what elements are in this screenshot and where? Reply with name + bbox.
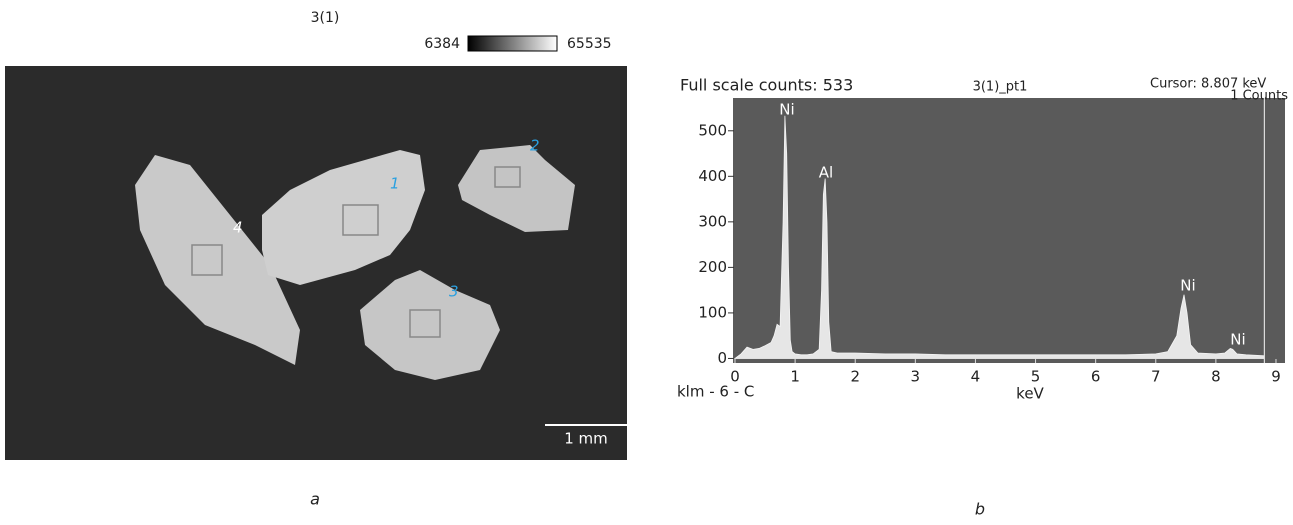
figure: 3(1) 6384 65535 1 2 3 4 1 mm a b Full sc… xyxy=(0,0,1293,521)
peak-label: Al xyxy=(819,164,833,182)
cursor-counts: 1 Counts xyxy=(1230,89,1288,104)
colorbar-max: 65535 xyxy=(567,36,612,52)
caption: a xyxy=(310,490,320,509)
caption: b xyxy=(975,500,985,519)
image-title: 3(1) xyxy=(311,10,340,26)
x-tick-label: 6 xyxy=(1091,368,1101,386)
colorbar-min: 6384 xyxy=(424,36,460,52)
scale-bar-label: 1 mm xyxy=(564,430,608,448)
y-tick-label: 0 xyxy=(717,349,727,367)
x-tick-label: 3 xyxy=(911,368,921,386)
y-tick-label: 400 xyxy=(698,167,727,185)
colorbar xyxy=(468,36,557,51)
x-tick-label: 4 xyxy=(971,368,981,386)
region-label: 4 xyxy=(233,219,243,237)
x-tick-label: 8 xyxy=(1211,368,1221,386)
x-tick-label: 2 xyxy=(850,368,860,386)
chart-title: 3(1)_pt1 xyxy=(973,80,1028,95)
x-tick-label: 9 xyxy=(1271,368,1281,386)
x-axis-label: keV xyxy=(1016,385,1044,403)
region-label: 2 xyxy=(530,137,540,155)
x-tick-label: 7 xyxy=(1151,368,1161,386)
x-tick-label: 5 xyxy=(1031,368,1041,386)
y-tick-label: 300 xyxy=(698,212,727,230)
footer-label: klm - 6 - C xyxy=(677,383,754,401)
peak-label: Ni xyxy=(1180,277,1195,295)
x-tick-label: 1 xyxy=(790,368,800,386)
plot-area xyxy=(733,98,1285,363)
region-label: 1 xyxy=(390,175,400,193)
region-label: 3 xyxy=(449,283,459,301)
y-tick-label: 100 xyxy=(698,303,727,321)
peak-label: Ni xyxy=(779,101,794,119)
peak-label: Ni xyxy=(1230,331,1245,349)
subtitle: Full scale counts: 533 xyxy=(680,76,853,95)
y-tick-label: 200 xyxy=(698,258,727,276)
panel-a: 3(1) 6384 65535 1 2 3 4 1 mm a xyxy=(5,10,627,509)
y-tick-label: 500 xyxy=(698,121,727,139)
